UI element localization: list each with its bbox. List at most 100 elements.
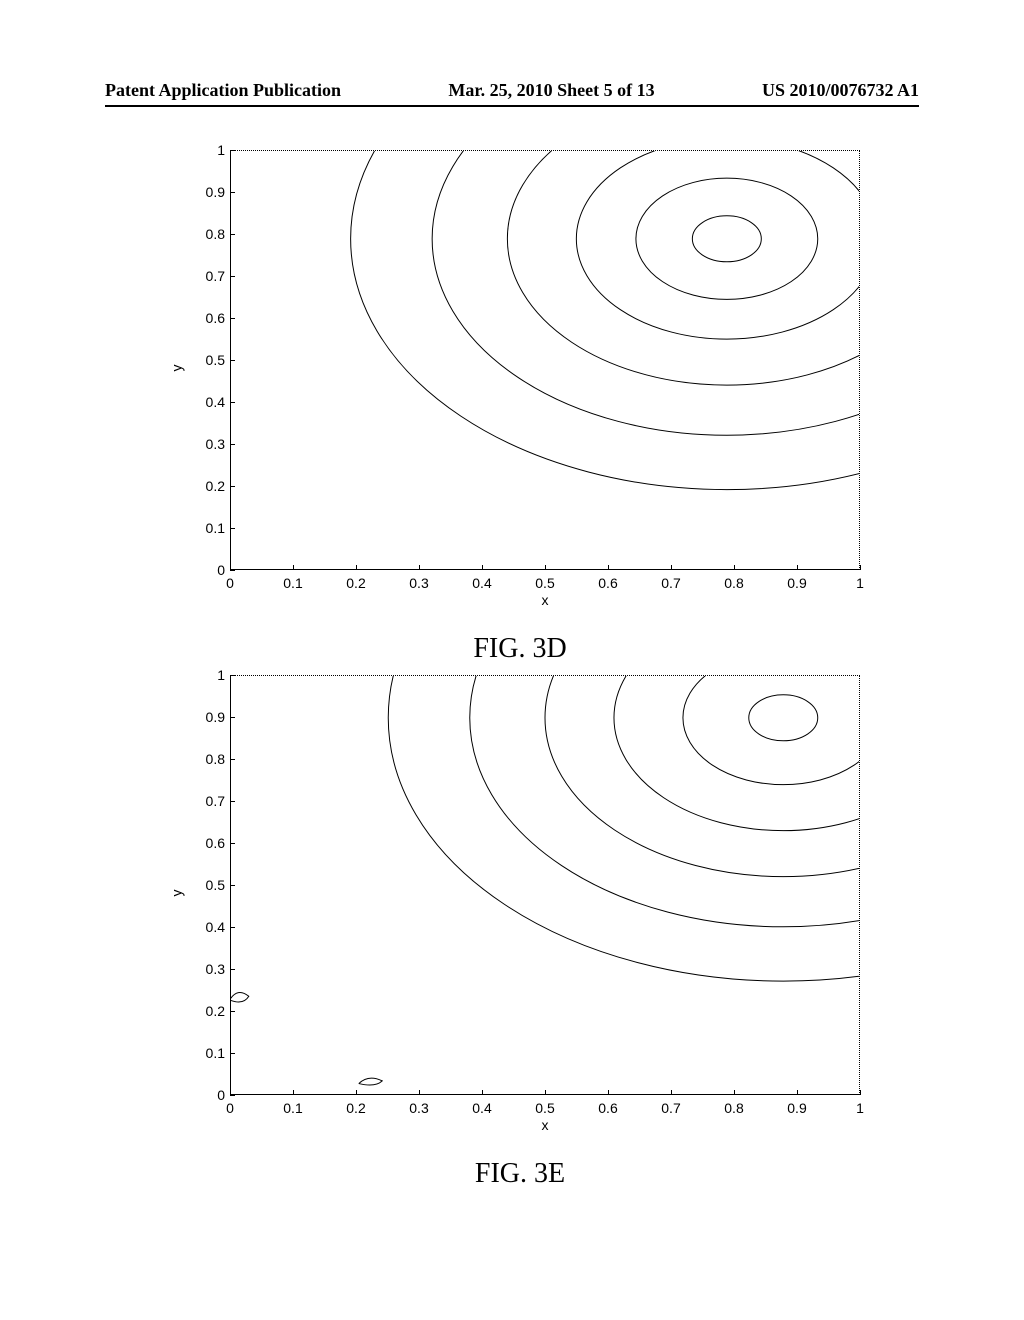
ytick-mark	[230, 1095, 235, 1096]
xtick-mark	[797, 1090, 798, 1095]
ytick-mark	[230, 192, 235, 193]
contour-line	[749, 695, 818, 741]
ytick-label: 0.9	[165, 184, 225, 200]
xtick-label: 0.3	[409, 1100, 428, 1116]
axes-box	[230, 150, 860, 570]
ytick-label: 0.2	[165, 478, 225, 494]
xtick-mark	[860, 565, 861, 570]
xtick-label: 0.5	[535, 575, 554, 591]
ytick-mark	[230, 318, 235, 319]
ytick-label: 0.1	[165, 520, 225, 536]
ytick-mark	[230, 1053, 235, 1054]
ytick-label: 0.4	[165, 394, 225, 410]
ytick-mark	[230, 885, 235, 886]
y-axis-label: y	[169, 890, 185, 897]
figure-3e-container: 0 0.1 0.2 0.3 0.4 0.5 0.6 0.7 0.8 0.9 1 0 0.1 0.2 0.3 0…	[165, 665, 875, 1190]
xtick-label: 1	[856, 1100, 864, 1116]
xtick-mark	[608, 565, 609, 570]
xtick-mark	[734, 1090, 735, 1095]
xtick-label: 0.2	[346, 1100, 365, 1116]
xtick-mark	[734, 565, 735, 570]
xtick-label: 0.6	[598, 575, 617, 591]
figure-3d-container: 00.10.20.30.40.50.60.70.80.9100.10.20.30…	[165, 140, 875, 665]
contour-svg	[231, 676, 859, 1094]
ytick-label: 0.1	[165, 1045, 225, 1061]
xtick-mark	[230, 565, 231, 570]
xtick-label: 0.1	[283, 575, 302, 591]
ytick-mark	[230, 486, 235, 487]
ytick-mark	[230, 1011, 235, 1012]
xtick-label: 0.4	[472, 1100, 491, 1116]
figure-3e-plot: 0 0.1 0.2 0.3 0.4 0.5 0.6 0.7 0.8 0.9 1 0 0.1 0.2 0.3 0…	[165, 665, 875, 1140]
contour-line	[692, 216, 761, 262]
xtick-mark	[482, 565, 483, 570]
y-axis-label: y	[169, 365, 185, 372]
ytick-label: 0	[165, 1087, 225, 1103]
figure-3d-caption: FIG. 3D	[165, 633, 875, 665]
ytick-label: 0.8	[165, 751, 225, 767]
ytick-label: 0.6	[165, 310, 225, 326]
ytick-mark	[230, 717, 235, 718]
ytick-mark	[230, 276, 235, 277]
contour-line	[576, 151, 859, 339]
xtick-label: 0.4	[472, 575, 491, 591]
page-header: Patent Application Publication Mar. 25, …	[105, 80, 919, 107]
xtick-label: 0.9	[787, 575, 806, 591]
xtick-mark	[608, 1090, 609, 1095]
xtick-label: 0.5	[535, 1100, 554, 1116]
axes-box	[230, 675, 860, 1095]
ytick-mark	[230, 969, 235, 970]
xtick-label: 0.7	[661, 575, 680, 591]
ytick-label: 0.4	[165, 919, 225, 935]
header-right: US 2010/0076732 A1	[762, 80, 919, 101]
xtick-label: 0.1	[283, 1100, 302, 1116]
xtick-mark	[419, 1090, 420, 1095]
contour-line	[614, 676, 859, 831]
xtick-mark	[356, 1090, 357, 1095]
xtick-label: 0.8	[724, 1100, 743, 1116]
ytick-label: 1	[165, 142, 225, 158]
xtick-label: 1	[856, 575, 864, 591]
ytick-mark	[230, 402, 235, 403]
x-axis-label: x	[542, 1117, 549, 1133]
xtick-label: 0.8	[724, 575, 743, 591]
header-center: Mar. 25, 2010 Sheet 5 of 13	[448, 80, 654, 101]
ytick-mark	[230, 360, 235, 361]
xtick-mark	[356, 565, 357, 570]
xtick-mark	[545, 1090, 546, 1095]
xtick-mark	[293, 565, 294, 570]
header-left: Patent Application Publication	[105, 80, 341, 101]
contour-blob	[231, 992, 249, 1002]
ytick-label: 0.3	[165, 436, 225, 452]
xtick-label: 0	[226, 1100, 234, 1116]
xtick-mark	[482, 1090, 483, 1095]
xtick-mark	[419, 565, 420, 570]
ytick-mark	[230, 528, 235, 529]
xtick-mark	[230, 1090, 231, 1095]
xtick-mark	[671, 1090, 672, 1095]
contour-line	[545, 676, 859, 877]
contour-line	[470, 676, 859, 927]
ytick-mark	[230, 843, 235, 844]
xtick-mark	[293, 1090, 294, 1095]
ytick-label: 1	[165, 667, 225, 683]
figure-3d-plot: 00.10.20.30.40.50.60.70.80.9100.10.20.30…	[165, 140, 875, 615]
ytick-label: 0.7	[165, 793, 225, 809]
ytick-label: 0.6	[165, 835, 225, 851]
ytick-mark	[230, 801, 235, 802]
ytick-label: 0.7	[165, 268, 225, 284]
ytick-label: 0.3	[165, 961, 225, 977]
xtick-label: 0.9	[787, 1100, 806, 1116]
contour-line	[432, 151, 859, 435]
ytick-label: 0.8	[165, 226, 225, 242]
contour-blob	[359, 1078, 382, 1085]
contour-line	[636, 178, 818, 299]
xtick-label: 0.3	[409, 575, 428, 591]
xtick-mark	[545, 565, 546, 570]
ytick-label: 0.9	[165, 709, 225, 725]
figure-3e-caption: FIG. 3E	[165, 1158, 875, 1190]
contour-line	[351, 151, 859, 490]
x-axis-label: x	[542, 592, 549, 608]
ytick-label: 0.2	[165, 1003, 225, 1019]
contour-svg	[231, 151, 859, 569]
